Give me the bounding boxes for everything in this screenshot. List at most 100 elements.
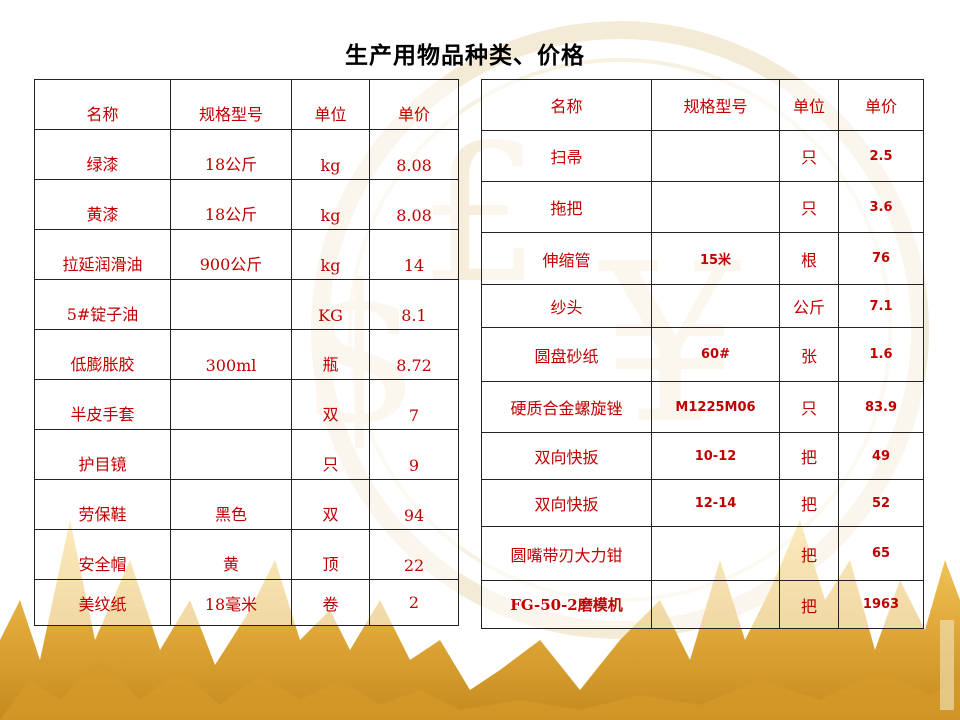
table-row: 拉延润滑油 900公斤 kg 14 (34, 229, 459, 280)
item-price: 8.08 (369, 129, 459, 180)
item-name: 圆盘砂纸 (481, 327, 652, 382)
item-name: 护目镜 (34, 429, 171, 480)
gold-mountains-front (0, 660, 960, 720)
item-name: 5#锭子油 (34, 279, 171, 330)
item-price: 1963 (838, 580, 924, 629)
item-price: 8.72 (369, 329, 459, 380)
item-spec: 300ml (170, 329, 292, 380)
header-unit: 单位 (291, 79, 370, 130)
item-unit: 把 (779, 580, 839, 629)
item-price: 94 (369, 479, 459, 530)
item-name: 低膨胀胶 (34, 329, 171, 380)
item-unit: 根 (779, 232, 839, 285)
item-name: 美纹纸 (34, 579, 171, 626)
item-price: 65 (838, 526, 924, 581)
header-spec: 规格型号 (170, 79, 292, 130)
item-spec: 10-12 (651, 432, 780, 480)
table-row: 双向快扳 10-12 把 49 (481, 432, 924, 480)
table-row: 圆盘砂纸 60# 张 1.6 (481, 327, 924, 382)
table-row: 半皮手套 双 7 (34, 379, 459, 430)
item-spec (170, 429, 292, 480)
item-unit: kg (291, 229, 370, 280)
table-row: 绿漆 18公斤 kg 8.08 (34, 129, 459, 180)
item-unit: 瓶 (291, 329, 370, 380)
item-unit: 把 (779, 432, 839, 480)
item-spec (170, 379, 292, 430)
item-spec: 黑色 (170, 479, 292, 530)
item-unit: 双 (291, 479, 370, 530)
table-row: 5#锭子油 KG 8.1 (34, 279, 459, 330)
item-name: 劳保鞋 (34, 479, 171, 530)
table-row: 纱头 公斤 7.1 (481, 284, 924, 328)
item-spec: 15米 (651, 232, 780, 285)
item-unit: 卷 (291, 579, 370, 626)
header-unit: 单位 (779, 79, 839, 131)
item-spec: 黄 (170, 529, 292, 580)
item-name: 纱头 (481, 284, 652, 328)
item-unit: 双 (291, 379, 370, 430)
item-spec: 60# (651, 327, 780, 382)
item-price: 3.6 (838, 181, 924, 233)
item-unit: 顶 (291, 529, 370, 580)
table-row: 硬质合金螺旋锉 M1225M06 只 83.9 (481, 381, 924, 433)
item-name: 半皮手套 (34, 379, 171, 430)
table-row: 美纹纸 18毫米 卷 2 (34, 579, 459, 626)
table-header-row: 名称 规格型号 单位 单价 (34, 79, 459, 130)
header-spec: 规格型号 (651, 79, 780, 131)
item-unit: 只 (779, 130, 839, 182)
header-price: 单价 (838, 79, 924, 131)
table-row: 拖把 只 3.6 (481, 181, 924, 233)
item-price: 8.1 (369, 279, 459, 330)
table-row: 伸缩管 15米 根 76 (481, 232, 924, 285)
item-unit: kg (291, 129, 370, 180)
table-row: 护目镜 只 9 (34, 429, 459, 480)
table-row: 劳保鞋 黑色 双 94 (34, 479, 459, 530)
item-unit: kg (291, 179, 370, 230)
table-row: 低膨胀胶 300ml 瓶 8.72 (34, 329, 459, 380)
item-price: 7.1 (838, 284, 924, 328)
item-unit: 只 (779, 381, 839, 433)
item-name: 安全帽 (34, 529, 171, 580)
item-unit: 公斤 (779, 284, 839, 328)
table-row: 双向快扳 12-14 把 52 (481, 479, 924, 527)
item-price: 76 (838, 232, 924, 285)
item-spec (651, 181, 780, 233)
item-price: 83.9 (838, 381, 924, 433)
item-price: 9 (369, 429, 459, 480)
item-name: 双向快扳 (481, 432, 652, 480)
item-price: 22 (369, 529, 459, 580)
price-table-left: 名称 规格型号 单位 单价 绿漆 18公斤 kg 8.08 黄漆 18公斤 kg… (34, 79, 459, 626)
item-name: FG-50-2磨模机 (481, 580, 652, 629)
item-spec: 18公斤 (170, 129, 292, 180)
item-spec: 18公斤 (170, 179, 292, 230)
header-name: 名称 (481, 79, 652, 131)
item-price: 2 (369, 579, 459, 626)
item-spec: 900公斤 (170, 229, 292, 280)
item-price: 1.6 (838, 327, 924, 382)
price-table-right: 名称 规格型号 单位 单价 扫帚 只 2.5 拖把 只 3.6 伸缩管 15米 … (481, 79, 924, 629)
item-spec (651, 284, 780, 328)
table-row: 安全帽 黄 顶 22 (34, 529, 459, 580)
item-name: 拉延润滑油 (34, 229, 171, 280)
item-name: 拖把 (481, 181, 652, 233)
table-row: 扫帚 只 2.5 (481, 130, 924, 182)
table-header-row: 名称 规格型号 单位 单价 (481, 79, 924, 131)
item-unit: 只 (291, 429, 370, 480)
item-unit: 只 (779, 181, 839, 233)
item-name: 圆嘴带刃大力钳 (481, 526, 652, 581)
item-unit: 把 (779, 526, 839, 581)
item-spec: M1225M06 (651, 381, 780, 433)
item-unit: 张 (779, 327, 839, 382)
item-spec (170, 279, 292, 330)
header-price: 单价 (369, 79, 459, 130)
item-spec (651, 526, 780, 581)
table-row: 黄漆 18公斤 kg 8.08 (34, 179, 459, 230)
item-spec (651, 580, 780, 629)
item-unit: KG (291, 279, 370, 330)
item-name: 伸缩管 (481, 232, 652, 285)
item-name: 双向快扳 (481, 479, 652, 527)
table-row: 圆嘴带刃大力钳 把 65 (481, 526, 924, 581)
table-row: FG-50-2磨模机 把 1963 (481, 580, 924, 629)
item-price: 14 (369, 229, 459, 280)
item-name: 绿漆 (34, 129, 171, 180)
